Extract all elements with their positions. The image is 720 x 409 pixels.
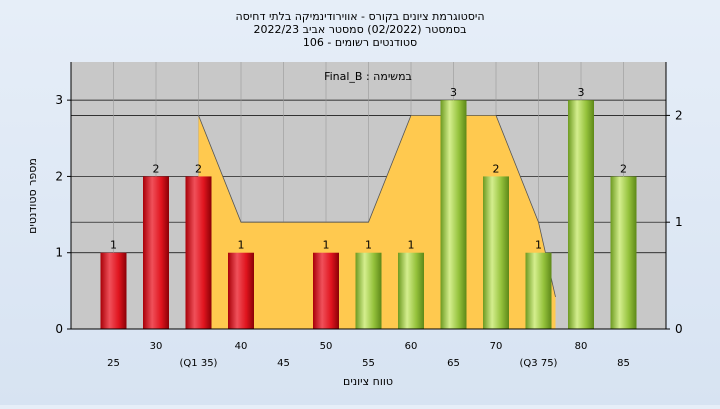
bar-35 (185, 176, 212, 329)
bar-value-label-65: 3 (450, 86, 457, 99)
bar-60 (398, 252, 424, 329)
bar-value-labels: 1 2 2 1 1 1 1 3 2 1 3 2 (110, 86, 627, 252)
bar-value-label-75: 1 (535, 239, 542, 252)
x-axis-label: טווח ציונים (343, 375, 393, 388)
bar-70 (483, 176, 509, 329)
title-block: היסטוגרמת ציונים בקורס - אווירודינמיקה ב… (235, 10, 484, 49)
x-tick-label-30: 30 (150, 341, 163, 352)
chart-title-line-1: היסטוגרמת ציונים בקורס - אווירודינמיקה ב… (235, 10, 484, 23)
x-tick-label-70: 70 (490, 341, 503, 352)
x-tick-label-75: (Q3 75) (520, 358, 558, 369)
distribution-curve-line (198, 115, 556, 298)
bar-55 (355, 252, 382, 329)
x-tick-label-80: 80 (575, 341, 588, 352)
y2-tick-label-0: 0 (675, 322, 683, 336)
bar-value-label-50: 1 (323, 239, 330, 252)
x-tick-label-45: 45 (277, 358, 290, 369)
bar-65 (440, 100, 467, 330)
x-tick-label-60: 60 (405, 341, 418, 352)
x-axis-ticks: 25 30 (Q1 35) 40 45 50 55 60 65 70 (Q3 75) 80 85 (107, 341, 630, 369)
bar-value-label-70: 2 (493, 162, 500, 175)
y-tick-label-3: 3 (55, 93, 63, 107)
bars-group (100, 100, 637, 330)
bar-value-label-40: 1 (238, 239, 245, 252)
y-tick-label-0: 0 (55, 322, 63, 336)
y-axis-label: מספר סטודנטים (26, 158, 39, 234)
bar-value-label-25: 1 (110, 239, 117, 252)
bar-80 (568, 100, 594, 330)
y2-tick-label-2: 2 (675, 108, 683, 122)
x-tick-label-25: 25 (107, 358, 120, 369)
bar-value-label-35: 2 (195, 162, 202, 175)
bar-value-label-85: 2 (620, 162, 627, 175)
bar-75 (525, 252, 552, 329)
y-tick-label-1: 1 (55, 246, 63, 260)
y-axis-ticks: 0 1 2 3 (55, 93, 71, 336)
x-tick-label-40: 40 (235, 341, 248, 352)
bar-30 (143, 176, 169, 329)
bar-25 (100, 252, 127, 329)
x-tick-label-85: 85 (617, 358, 630, 369)
x-tick-label-35: (Q1 35) (180, 358, 218, 369)
bar-value-label-60: 1 (408, 239, 415, 252)
y2-axis-ticks: 0 1 2 (666, 108, 683, 336)
chart-title-line-3: סטודנטים רשומים - 106 (303, 36, 417, 49)
bar-value-label-55: 1 (365, 239, 372, 252)
bar-50 (313, 252, 339, 329)
x-tick-label-55: 55 (362, 358, 375, 369)
y-tick-label-2: 2 (55, 169, 63, 183)
y2-tick-label-1: 1 (675, 215, 683, 229)
bar-85 (610, 176, 637, 329)
bar-value-label-80: 3 (578, 86, 585, 99)
bar-40 (228, 252, 254, 329)
chart-title-line-2: בסמסטר (02/2022) סמסטר אביב 2022/23 (253, 23, 466, 36)
legend-label: Final_B : במשימה (324, 70, 412, 83)
x-tick-label-50: 50 (320, 341, 333, 352)
x-tick-label-65: 65 (447, 358, 460, 369)
bar-value-label-30: 2 (153, 162, 160, 175)
